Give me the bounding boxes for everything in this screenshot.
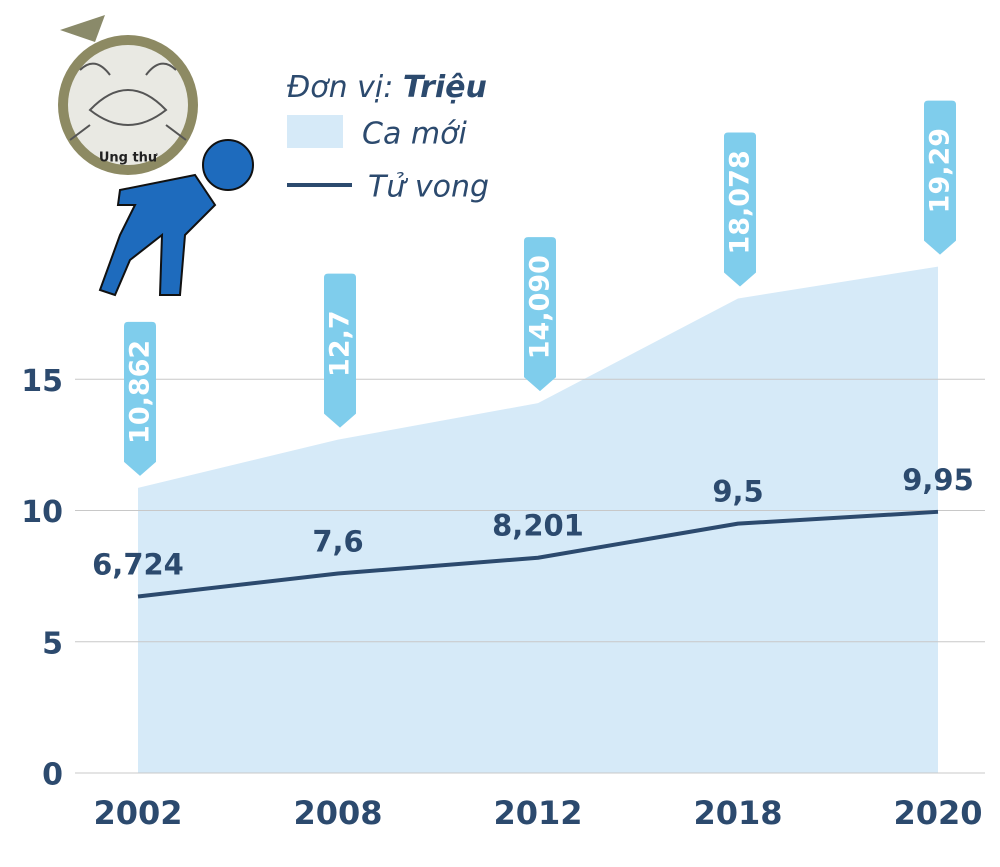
callout <box>124 321 156 476</box>
y-tick-label: 15 <box>21 364 63 399</box>
y-tick-label: 10 <box>21 495 63 530</box>
area <box>138 266 938 773</box>
unit: Triệu <box>403 70 487 105</box>
x-tick-label: 2002 <box>93 794 182 832</box>
unit-label: Đơn vị: Triệu <box>287 70 487 105</box>
callout <box>724 132 756 287</box>
x-tick-label: 2018 <box>693 794 782 832</box>
data-label: 12,7 <box>325 310 356 377</box>
data-label: 6,724 <box>92 547 184 581</box>
icon: Ung thư <box>58 15 254 297</box>
x-tick-label: 2020 <box>893 794 982 832</box>
callout <box>924 100 956 255</box>
data-label: 19,29 <box>925 128 956 213</box>
data-label: 9,95 <box>902 463 974 497</box>
y-tick-label: 0 <box>42 758 63 793</box>
unit-prefix: Đơn vị: <box>287 70 393 105</box>
legend-label: Ca mới <box>362 117 467 152</box>
legend-swatch <box>287 115 343 148</box>
data-label: 7,6 <box>312 525 363 559</box>
callout <box>324 273 356 428</box>
x-tick-label: 2008 <box>293 794 382 832</box>
x-tick-label: 2012 <box>493 794 582 832</box>
y-tick-label: 5 <box>42 626 63 661</box>
data-label: 18,078 <box>725 150 756 254</box>
data-label: 10,862 <box>125 340 156 444</box>
icon-label: Ung thư <box>99 151 158 166</box>
data-label: 8,201 <box>492 509 584 543</box>
legend-label: Tử vong <box>368 170 489 205</box>
data-label: 14,090 <box>525 255 556 359</box>
line <box>137 509 939 599</box>
callout <box>524 237 556 392</box>
data-label: 9,5 <box>712 475 763 509</box>
